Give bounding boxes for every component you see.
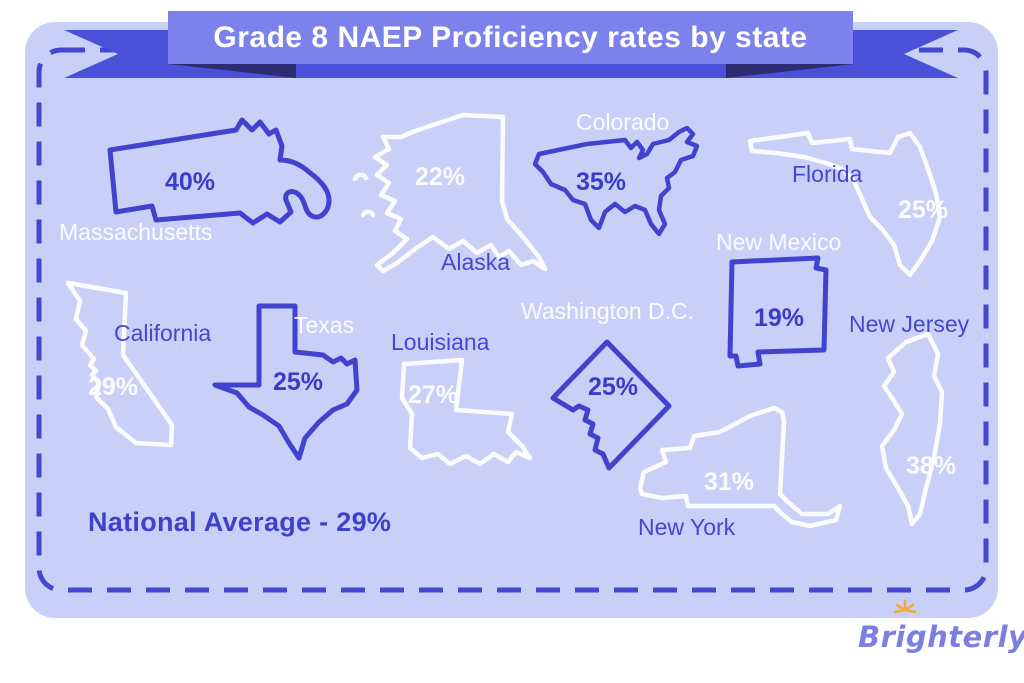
brighterly-wordmark: Brighterly (858, 620, 1024, 654)
state-value-california: 29% (88, 373, 139, 401)
state-louisiana (388, 352, 538, 502)
new-jersey-outline-icon (879, 331, 945, 527)
state-label-new-jersey: New Jersey (849, 311, 970, 337)
state-label-massachusetts: Massachusetts (59, 219, 213, 245)
state-label-louisiana: Louisiana (391, 329, 490, 355)
state-value-florida: 25% (898, 196, 949, 224)
national-average: National Average - 29% (88, 507, 392, 537)
state-label-new-mexico: New Mexico (716, 229, 842, 255)
state-label-california: California (114, 320, 212, 346)
state-value-new-york: 31% (704, 468, 755, 496)
state-label-texas: Texas (294, 312, 355, 338)
state-value-massachusetts: 40% (165, 168, 216, 196)
page-title: Grade 8 NAEP Proficiency rates by state (168, 11, 853, 64)
state-value-washington-dc: 25% (588, 373, 639, 401)
state-value-new-jersey: 38% (906, 452, 957, 480)
state-value-alaska: 22% (415, 163, 466, 191)
state-label-washington-dc: Washington D.C. (521, 298, 694, 324)
state-california (52, 275, 187, 460)
state-label-new-york: New York (638, 514, 736, 540)
state-value-texas: 25% (273, 368, 324, 396)
state-value-louisiana: 27% (408, 381, 459, 409)
california-outline-icon (65, 280, 175, 448)
state-value-colorado: 35% (576, 168, 627, 196)
state-label-colorado: Colorado (576, 109, 670, 135)
state-label-alaska: Alaska (441, 249, 511, 275)
brighterly-logo: Brighterly (852, 598, 1024, 678)
state-label-florida: Florida (792, 161, 863, 187)
state-new-jersey (862, 326, 977, 546)
louisiana-outline-icon (399, 357, 533, 467)
state-value-new-mexico: 19% (754, 304, 805, 332)
sun-icon (893, 599, 917, 614)
